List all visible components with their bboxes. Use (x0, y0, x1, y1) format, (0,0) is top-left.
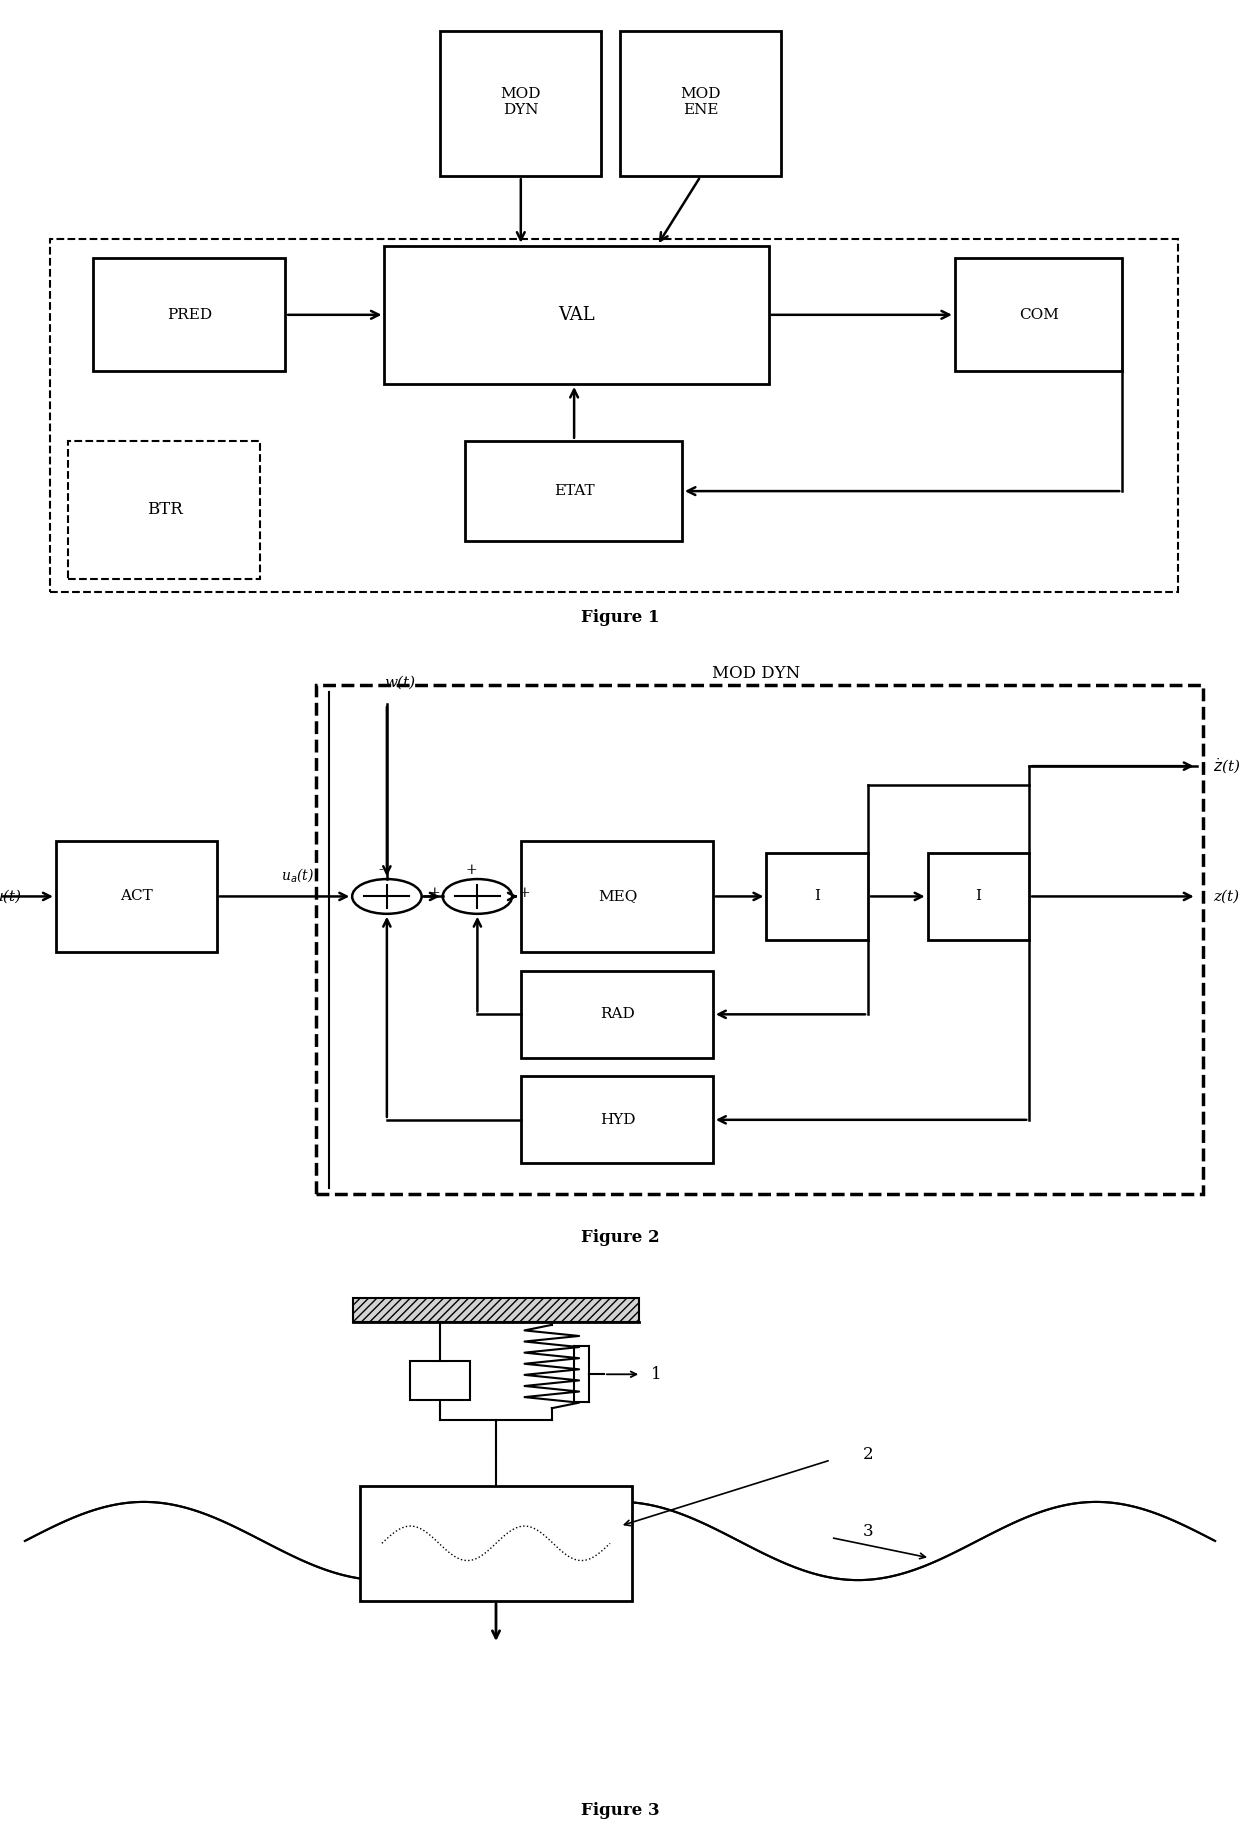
Bar (465, 442, 682, 542)
Text: +: + (428, 887, 440, 900)
Text: 1: 1 (651, 1365, 661, 1383)
Bar (353, 1298, 639, 1321)
Text: I: I (976, 889, 981, 903)
Bar (410, 1360, 470, 1400)
Text: RAD: RAD (600, 1007, 635, 1022)
Text: -: - (378, 863, 383, 878)
Text: PRED: PRED (167, 308, 212, 321)
Text: ETAT: ETAT (554, 484, 594, 498)
Text: VAL: VAL (558, 307, 595, 323)
Bar (50, 239, 1178, 591)
Text: z(t): z(t) (1213, 889, 1239, 903)
Text: BTR: BTR (148, 502, 182, 518)
Text: u(t): u(t) (0, 889, 22, 903)
Text: Figure 3: Figure 3 (580, 1801, 660, 1820)
Text: Figure 1: Figure 1 (580, 608, 660, 626)
Bar (521, 971, 713, 1058)
Text: ACT: ACT (120, 889, 153, 903)
Text: +: + (465, 863, 477, 878)
Text: MEQ: MEQ (598, 889, 637, 903)
Bar (384, 246, 769, 383)
Text: $\dot{z}$(t): $\dot{z}$(t) (1213, 756, 1240, 776)
Bar (620, 31, 781, 177)
Bar (360, 1486, 632, 1601)
Bar (56, 841, 217, 953)
Text: MOD
DYN: MOD DYN (501, 88, 541, 117)
Bar (955, 257, 1122, 372)
Text: w(t): w(t) (383, 675, 415, 690)
Text: u$_a$(t): u$_a$(t) (281, 865, 314, 883)
Text: Figure 2: Figure 2 (580, 1230, 660, 1246)
Text: 2: 2 (863, 1445, 873, 1462)
Bar (316, 686, 1203, 1194)
Bar (521, 1077, 713, 1163)
Bar (928, 852, 1029, 940)
Text: I: I (815, 889, 820, 903)
Text: 3: 3 (863, 1524, 873, 1540)
Bar (68, 442, 260, 579)
Text: MOD DYN: MOD DYN (712, 664, 801, 681)
Text: COM: COM (1019, 308, 1059, 321)
Text: MOD
ENE: MOD ENE (681, 88, 720, 117)
Text: +: + (518, 887, 531, 900)
Bar (93, 257, 285, 372)
Bar (521, 841, 713, 953)
Text: HYD: HYD (600, 1113, 635, 1126)
Bar (766, 852, 868, 940)
Bar (440, 31, 601, 177)
